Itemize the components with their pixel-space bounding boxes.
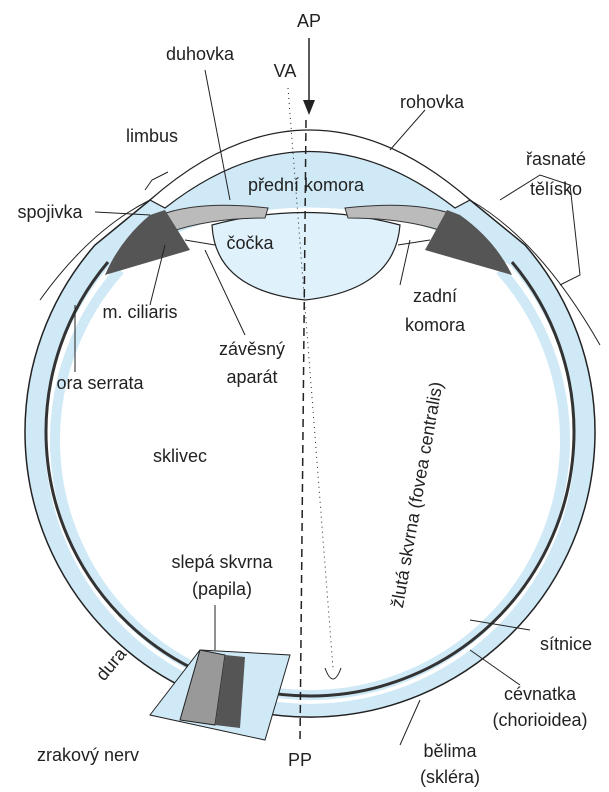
label: aparát [226,367,277,387]
label: (skléra) [420,767,480,787]
label: VA [274,61,297,81]
label: čočka [226,233,274,253]
label: zrakový nerv [37,745,139,765]
label: tělísko [530,179,582,199]
label: bělima [423,741,477,761]
label: (papila) [192,579,252,599]
label: sítnice [540,634,592,654]
label: (chorioidea) [492,710,587,730]
label: přední komora [248,175,365,195]
eye-diagram: AP VA duhovka rohovka limbus řasnaté těl… [0,0,609,792]
label: ora serrata [56,373,144,393]
label: řasnaté [526,149,586,169]
label: PP [288,750,312,770]
label: AP [297,11,321,31]
page: AP VA duhovka rohovka limbus řasnaté těl… [0,0,609,792]
label: cévnatka [504,684,577,704]
label: závěsný [219,339,285,359]
label: duhovka [166,44,235,64]
ap-arrowhead [303,100,315,115]
label: rohovka [400,92,465,112]
label: limbus [126,126,178,146]
label: spojivka [17,202,83,222]
label: komora [405,315,466,335]
label: m. ciliaris [103,302,178,322]
label: slepá skvrna [171,552,273,572]
label: sklivec [153,446,207,466]
label: zadní [413,286,457,306]
